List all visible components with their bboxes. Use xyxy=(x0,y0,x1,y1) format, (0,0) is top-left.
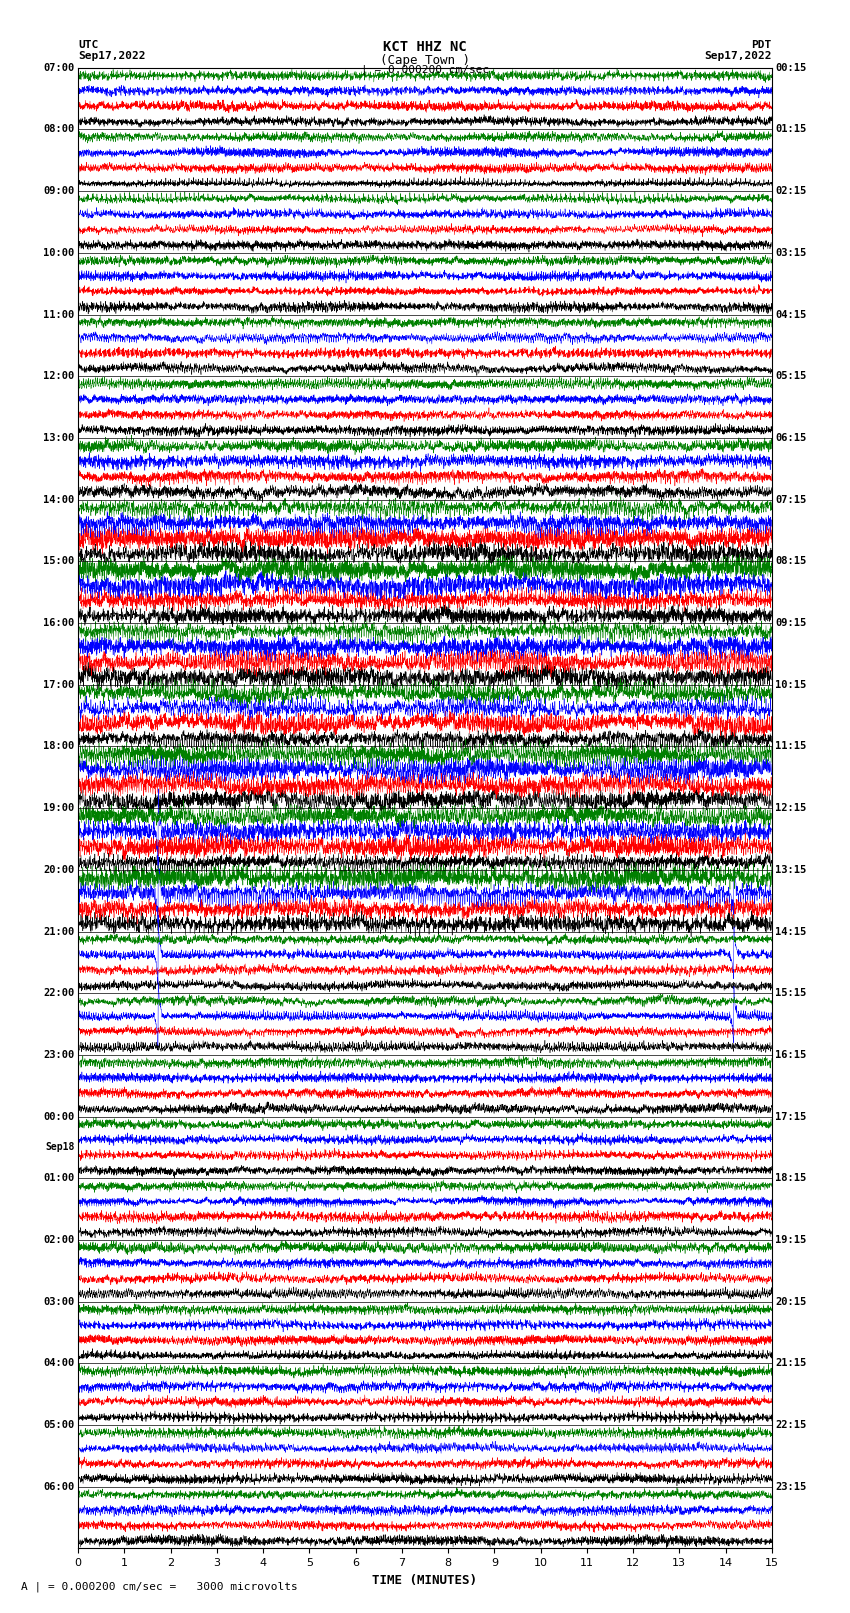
Text: 17:15: 17:15 xyxy=(775,1111,807,1121)
Text: 23:00: 23:00 xyxy=(43,1050,75,1060)
Text: 00:15: 00:15 xyxy=(775,63,807,73)
Text: 00:00: 00:00 xyxy=(43,1111,75,1121)
Text: 18:15: 18:15 xyxy=(775,1173,807,1184)
Text: 12:15: 12:15 xyxy=(775,803,807,813)
Text: A | = 0.000200 cm/sec =   3000 microvolts: A | = 0.000200 cm/sec = 3000 microvolts xyxy=(21,1581,298,1592)
Text: 19:15: 19:15 xyxy=(775,1236,807,1245)
Text: 03:00: 03:00 xyxy=(43,1297,75,1307)
Text: 01:15: 01:15 xyxy=(775,124,807,134)
Text: 10:00: 10:00 xyxy=(43,248,75,258)
Text: 09:00: 09:00 xyxy=(43,185,75,197)
Text: 21:15: 21:15 xyxy=(775,1358,807,1368)
Text: 16:15: 16:15 xyxy=(775,1050,807,1060)
Text: | = 0.000200 cm/sec: | = 0.000200 cm/sec xyxy=(361,65,489,76)
Text: KCT HHZ NC: KCT HHZ NC xyxy=(383,39,467,53)
Text: 08:00: 08:00 xyxy=(43,124,75,134)
Text: 09:15: 09:15 xyxy=(775,618,807,627)
Text: 19:00: 19:00 xyxy=(43,803,75,813)
Text: 20:15: 20:15 xyxy=(775,1297,807,1307)
Text: 13:15: 13:15 xyxy=(775,865,807,874)
Text: 21:00: 21:00 xyxy=(43,926,75,937)
Text: 02:15: 02:15 xyxy=(775,185,807,197)
Text: 06:00: 06:00 xyxy=(43,1482,75,1492)
Text: Sep18: Sep18 xyxy=(45,1142,75,1152)
Text: 03:15: 03:15 xyxy=(775,248,807,258)
Text: 06:15: 06:15 xyxy=(775,432,807,444)
Text: 07:00: 07:00 xyxy=(43,63,75,73)
Text: 08:15: 08:15 xyxy=(775,556,807,566)
Text: 15:15: 15:15 xyxy=(775,989,807,998)
Text: PDT: PDT xyxy=(751,39,772,50)
Text: 04:00: 04:00 xyxy=(43,1358,75,1368)
Text: 11:00: 11:00 xyxy=(43,310,75,319)
X-axis label: TIME (MINUTES): TIME (MINUTES) xyxy=(372,1574,478,1587)
Text: 15:00: 15:00 xyxy=(43,556,75,566)
Text: (Cape Town ): (Cape Town ) xyxy=(380,53,470,68)
Text: Sep17,2022: Sep17,2022 xyxy=(78,50,145,61)
Text: 02:00: 02:00 xyxy=(43,1236,75,1245)
Text: 01:00: 01:00 xyxy=(43,1173,75,1184)
Text: 22:00: 22:00 xyxy=(43,989,75,998)
Text: 17:00: 17:00 xyxy=(43,679,75,690)
Text: 22:15: 22:15 xyxy=(775,1419,807,1431)
Text: 14:15: 14:15 xyxy=(775,926,807,937)
Text: 11:15: 11:15 xyxy=(775,742,807,752)
Text: UTC: UTC xyxy=(78,39,99,50)
Text: 23:15: 23:15 xyxy=(775,1482,807,1492)
Text: 20:00: 20:00 xyxy=(43,865,75,874)
Text: Sep17,2022: Sep17,2022 xyxy=(705,50,772,61)
Text: 05:00: 05:00 xyxy=(43,1419,75,1431)
Text: 10:15: 10:15 xyxy=(775,679,807,690)
Text: 14:00: 14:00 xyxy=(43,495,75,505)
Text: 13:00: 13:00 xyxy=(43,432,75,444)
Text: 04:15: 04:15 xyxy=(775,310,807,319)
Text: 12:00: 12:00 xyxy=(43,371,75,381)
Text: 18:00: 18:00 xyxy=(43,742,75,752)
Text: 05:15: 05:15 xyxy=(775,371,807,381)
Text: 16:00: 16:00 xyxy=(43,618,75,627)
Text: 07:15: 07:15 xyxy=(775,495,807,505)
